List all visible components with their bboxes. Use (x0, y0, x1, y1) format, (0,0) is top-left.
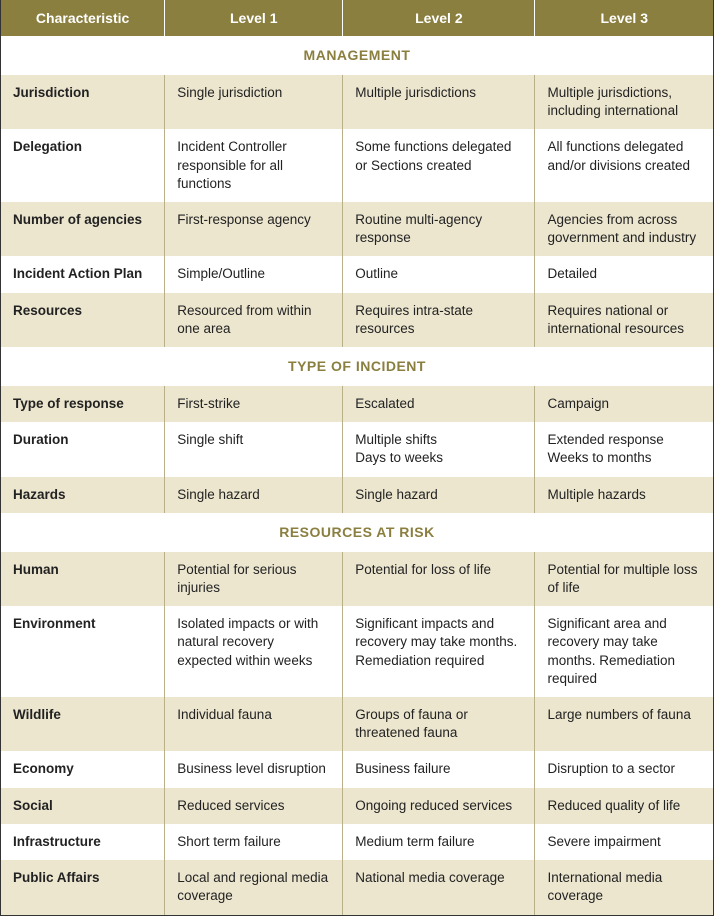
table-row: Incident Action Plan Simple/Outline Outl… (1, 256, 713, 292)
cell-level1: Individual fauna (165, 697, 343, 751)
cell-level1: First-strike (165, 386, 343, 422)
row-characteristic: Type of response (1, 386, 165, 422)
section-header-type-of-incident: TYPE OF INCIDENT (1, 347, 713, 386)
table-header-row: Characteristic Level 1 Level 2 Level 3 (1, 0, 713, 36)
cell-level1: Single shift (165, 422, 343, 476)
line: Extended response (547, 431, 701, 449)
cell-level3: Severe impairment (535, 824, 713, 860)
cell-level2: Groups of fauna or threatened fauna (343, 697, 535, 751)
row-characteristic: Duration (1, 422, 165, 476)
incident-level-table-container: Characteristic Level 1 Level 2 Level 3 M… (0, 0, 714, 916)
row-characteristic: Human (1, 552, 165, 606)
row-characteristic: Social (1, 788, 165, 824)
cell-level1: Simple/Outline (165, 256, 343, 292)
cell-level2: Significant impacts and recovery may tak… (343, 606, 535, 697)
table-row: Delegation Incident Controller responsib… (1, 129, 713, 202)
cell-level2: Outline (343, 256, 535, 292)
table-row: Number of agencies First-response agency… (1, 202, 713, 256)
table-body: MANAGEMENT Jurisdiction Single jurisdict… (1, 36, 713, 915)
cell-level1: Isolated impacts or with natural recover… (165, 606, 343, 697)
cell-level3: Disruption to a sector (535, 751, 713, 787)
cell-level2: National media coverage (343, 860, 535, 914)
row-characteristic: Delegation (1, 129, 165, 202)
section-title: MANAGEMENT (1, 36, 713, 75)
cell-level1: Incident Controller responsible for all … (165, 129, 343, 202)
cell-level1: Local and regional media coverage (165, 860, 343, 914)
table-row: Social Reduced services Ongoing reduced … (1, 788, 713, 824)
cell-level2: Medium term failure (343, 824, 535, 860)
row-characteristic: Economy (1, 751, 165, 787)
cell-level2: Requires intra-state resources (343, 293, 535, 347)
table-row: Economy Business level disruption Busine… (1, 751, 713, 787)
cell-level3: Agencies from across government and indu… (535, 202, 713, 256)
cell-level1: First-response agency (165, 202, 343, 256)
cell-level2: Single hazard (343, 477, 535, 513)
row-characteristic: Wildlife (1, 697, 165, 751)
cell-level2: Ongoing reduced services (343, 788, 535, 824)
row-characteristic: Incident Action Plan (1, 256, 165, 292)
table-row: Jurisdiction Single jurisdiction Multipl… (1, 75, 713, 129)
cell-level1: Potential for serious injuries (165, 552, 343, 606)
table-row: Wildlife Individual fauna Groups of faun… (1, 697, 713, 751)
line: Days to weeks (355, 449, 522, 467)
cell-level3: Multiple hazards (535, 477, 713, 513)
row-characteristic: Hazards (1, 477, 165, 513)
cell-level2: Multiple shifts Days to weeks (343, 422, 535, 476)
line: Multiple shifts (355, 431, 522, 449)
table-row: Resources Resourced from within one area… (1, 293, 713, 347)
cell-level3: International media coverage (535, 860, 713, 914)
cell-level3: All functions delegated and/or divisions… (535, 129, 713, 202)
section-title: RESOURCES AT RISK (1, 513, 713, 552)
col-header-level2: Level 2 (343, 0, 535, 36)
cell-level2: Potential for loss of life (343, 552, 535, 606)
cell-level3: Significant area and recovery may take m… (535, 606, 713, 697)
cell-level1: Reduced services (165, 788, 343, 824)
cell-level1: Single jurisdiction (165, 75, 343, 129)
table-row: Type of response First-strike Escalated … (1, 386, 713, 422)
cell-level2: Escalated (343, 386, 535, 422)
cell-level2: Routine multi-agency response (343, 202, 535, 256)
col-header-level3: Level 3 (535, 0, 713, 36)
cell-level1: Single hazard (165, 477, 343, 513)
table-row: Hazards Single hazard Single hazard Mult… (1, 477, 713, 513)
cell-level1: Short term failure (165, 824, 343, 860)
cell-level3: Extended response Weeks to months (535, 422, 713, 476)
line: Weeks to months (547, 449, 701, 467)
cell-level3: Campaign (535, 386, 713, 422)
cell-level3: Large numbers of fauna (535, 697, 713, 751)
cell-level1: Resourced from within one area (165, 293, 343, 347)
row-characteristic: Resources (1, 293, 165, 347)
cell-level2: Business failure (343, 751, 535, 787)
col-header-characteristic: Characteristic (1, 0, 165, 36)
section-title: TYPE OF INCIDENT (1, 347, 713, 386)
cell-level3: Requires national or international resou… (535, 293, 713, 347)
cell-level1: Business level disruption (165, 751, 343, 787)
row-characteristic: Public Affairs (1, 860, 165, 914)
cell-level3: Potential for multiple loss of life (535, 552, 713, 606)
section-header-management: MANAGEMENT (1, 36, 713, 75)
table-row: Environment Isolated impacts or with nat… (1, 606, 713, 697)
row-characteristic: Jurisdiction (1, 75, 165, 129)
row-characteristic: Number of agencies (1, 202, 165, 256)
incident-level-table: Characteristic Level 1 Level 2 Level 3 M… (1, 0, 713, 915)
table-row: Infrastructure Short term failure Medium… (1, 824, 713, 860)
cell-level3: Reduced quality of life (535, 788, 713, 824)
section-header-resources-at-risk: RESOURCES AT RISK (1, 513, 713, 552)
cell-level3: Detailed (535, 256, 713, 292)
cell-level2: Multiple jurisdictions (343, 75, 535, 129)
row-characteristic: Environment (1, 606, 165, 697)
col-header-level1: Level 1 (165, 0, 343, 36)
table-row: Public Affairs Local and regional media … (1, 860, 713, 914)
table-row: Duration Single shift Multiple shifts Da… (1, 422, 713, 476)
cell-level2: Some functions delegated or Sections cre… (343, 129, 535, 202)
cell-level3: Multiple jurisdictions, including intern… (535, 75, 713, 129)
table-row: Human Potential for serious injuries Pot… (1, 552, 713, 606)
row-characteristic: Infrastructure (1, 824, 165, 860)
